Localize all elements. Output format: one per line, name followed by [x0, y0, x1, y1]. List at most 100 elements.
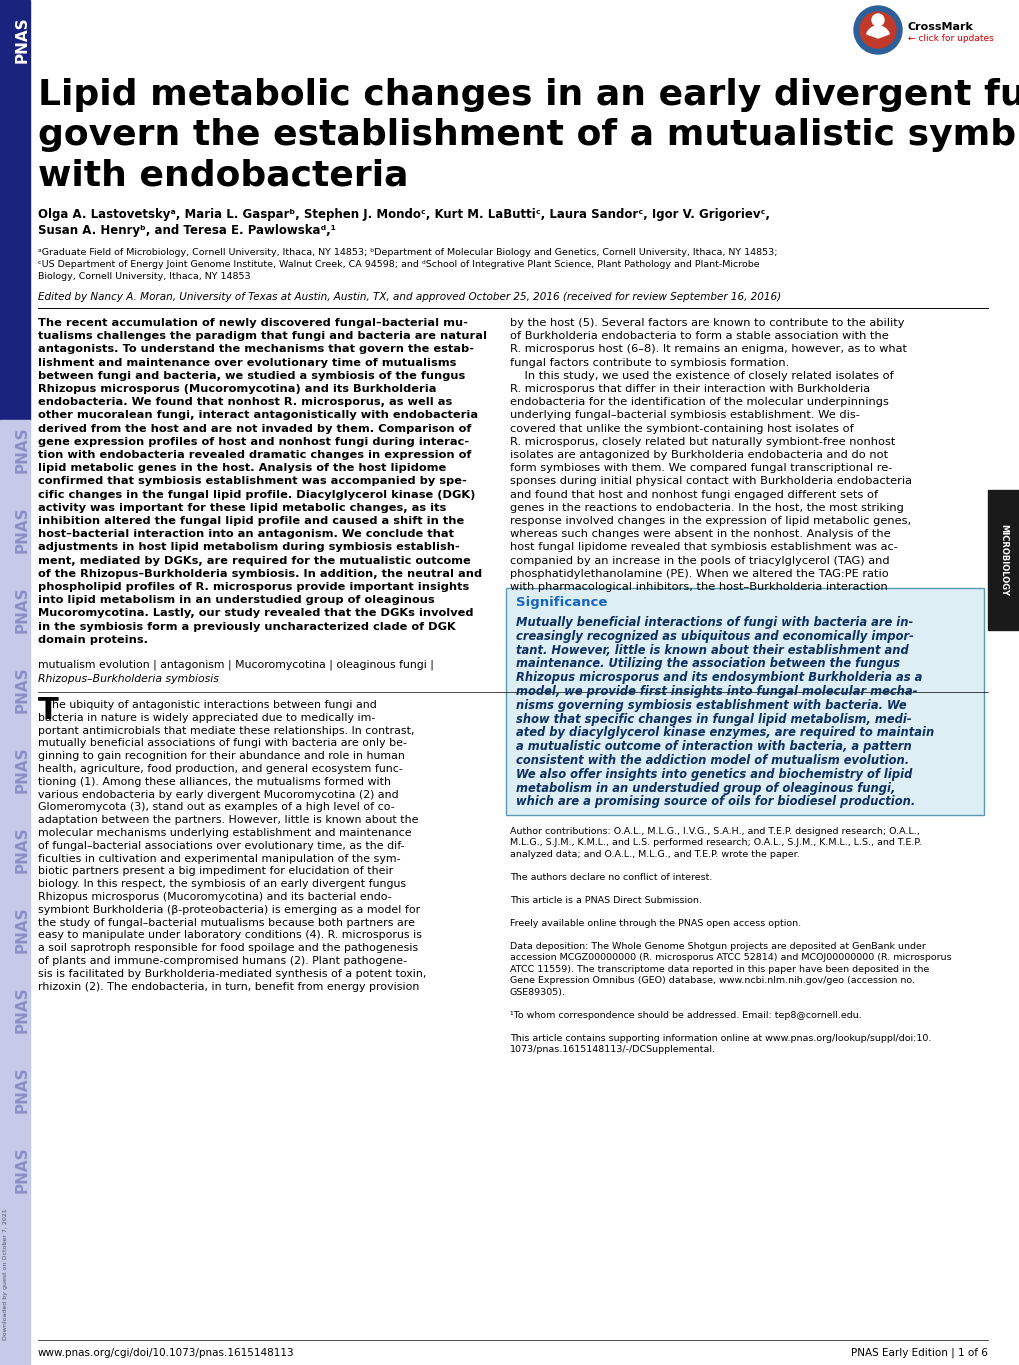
Text: ᵃGraduate Field of Microbiology, Cornell University, Ithaca, NY 14853; ᵇDepartme: ᵃGraduate Field of Microbiology, Cornell…	[38, 248, 776, 257]
Text: www.pnas.org/cgi/doi/10.1073/pnas.1615148113: www.pnas.org/cgi/doi/10.1073/pnas.161514…	[38, 1349, 294, 1358]
Circle shape	[859, 12, 895, 48]
Text: PNAS: PNAS	[15, 217, 30, 263]
Bar	[0, 420, 30, 1365]
Text: Susan A. Henryᵇ, and Teresa E. Pawlowskaᵈ,¹: Susan A. Henryᵇ, and Teresa E. Pawlowska…	[38, 224, 335, 238]
Text: of fungal–bacterial associations over evolutionary time, as the dif-: of fungal–bacterial associations over ev…	[38, 841, 405, 850]
Text: with endobacteria: with endobacteria	[38, 158, 408, 192]
Text: confirmed that symbiosis establishment was accompanied by spe-: confirmed that symbiosis establishment w…	[38, 476, 467, 486]
Text: phosphatidylethanolamine (PE). When we altered the TAG:PE ratio: phosphatidylethanolamine (PE). When we a…	[510, 569, 888, 579]
Text: PNAS: PNAS	[15, 87, 30, 134]
Text: the study of fungal–bacterial mutualisms because both partners are: the study of fungal–bacterial mutualisms…	[38, 917, 415, 928]
Text: by the host (5). Several factors are known to contribute to the ability: by the host (5). Several factors are kno…	[510, 318, 904, 328]
Text: analyzed data; and O.A.L., M.L.G., and T.E.P. wrote the paper.: analyzed data; and O.A.L., M.L.G., and T…	[510, 850, 799, 859]
Text: response involved changes in the expression of lipid metabolic genes,: response involved changes in the express…	[510, 516, 910, 526]
Text: domain proteins.: domain proteins.	[38, 635, 148, 644]
Text: The authors declare no conflict of interest.: The authors declare no conflict of inter…	[510, 872, 711, 882]
Text: other mucoralean fungi, interact antagonistically with endobacteria: other mucoralean fungi, interact antagon…	[38, 411, 478, 420]
Text: ment, mediated by DGKs, are required for the mutualistic outcome: ment, mediated by DGKs, are required for…	[38, 556, 471, 565]
Text: fungal factors contribute to symbiosis formation.: fungal factors contribute to symbiosis f…	[510, 358, 789, 367]
Text: sponses during initial physical contact with Burkholderia endobacteria: sponses during initial physical contact …	[510, 476, 911, 486]
Text: tioning (1). Among these alliances, the mutualisms formed with: tioning (1). Among these alliances, the …	[38, 777, 390, 786]
Text: Author contributions: O.A.L., M.L.G., I.V.G., S.A.H., and T.E.P. designed resear: Author contributions: O.A.L., M.L.G., I.…	[510, 827, 919, 835]
Text: creasingly recognized as ubiquitous and economically impor-: creasingly recognized as ubiquitous and …	[516, 629, 913, 643]
Text: health, agriculture, food production, and general ecosystem func-: health, agriculture, food production, an…	[38, 764, 403, 774]
Text: Downloaded by guest on October 7, 2021: Downloaded by guest on October 7, 2021	[3, 1208, 8, 1340]
Text: In this study, we used the existence of closely related isolates of: In this study, we used the existence of …	[510, 371, 893, 381]
Text: PNAS: PNAS	[15, 1147, 30, 1193]
Text: ¹To whom correspondence should be addressed. Email: tep8@cornell.edu.: ¹To whom correspondence should be addres…	[510, 1011, 861, 1020]
Text: The recent accumulation of newly discovered fungal–bacterial mu-: The recent accumulation of newly discove…	[38, 318, 468, 328]
Text: PNAS: PNAS	[15, 347, 30, 393]
Text: which are a promising source of oils for biodiesel production.: which are a promising source of oils for…	[516, 796, 914, 808]
Text: This article contains supporting information online at www.pnas.org/lookup/suppl: This article contains supporting informa…	[510, 1033, 930, 1043]
Text: PNAS: PNAS	[15, 152, 30, 198]
Text: companied by an increase in the pools of triacylglycerol (TAG) and: companied by an increase in the pools of…	[510, 556, 889, 565]
Text: Lipid metabolic changes in an early divergent fungus: Lipid metabolic changes in an early dive…	[38, 78, 1019, 112]
Text: Glomeromycota (3), stand out as examples of a high level of co-: Glomeromycota (3), stand out as examples…	[38, 803, 394, 812]
Circle shape	[871, 14, 883, 26]
Text: ficulties in cultivation and experimental manipulation of the sym-: ficulties in cultivation and experimenta…	[38, 853, 400, 864]
FancyBboxPatch shape	[505, 588, 983, 815]
Text: ᶜUS Department of Energy Joint Genome Institute, Walnut Creek, CA 94598; and ᵈSc: ᶜUS Department of Energy Joint Genome In…	[38, 259, 759, 269]
Text: easy to manipulate under laboratory conditions (4). R. microsporus is: easy to manipulate under laboratory cond…	[38, 931, 422, 940]
Text: tualisms challenges the paradigm that fungi and bacteria are natural: tualisms challenges the paradigm that fu…	[38, 332, 486, 341]
Text: activity was important for these lipid metabolic changes, as its: activity was important for these lipid m…	[38, 502, 446, 513]
Text: of Burkholderia endobacteria to form a stable association with the: of Burkholderia endobacteria to form a s…	[510, 332, 888, 341]
Text: ginning to gain recognition for their abundance and role in human: ginning to gain recognition for their ab…	[38, 751, 405, 762]
Text: PNAS: PNAS	[15, 506, 30, 553]
Text: symbiont Burkholderia (β-proteobacteria) is emerging as a model for: symbiont Burkholderia (β-proteobacteria)…	[38, 905, 420, 915]
Text: between fungi and bacteria, we studied a symbiosis of the fungus: between fungi and bacteria, we studied a…	[38, 371, 465, 381]
Text: MICROBIOLOGY: MICROBIOLOGY	[999, 524, 1008, 597]
Text: ated by diacylglycerol kinase enzymes, are required to maintain: ated by diacylglycerol kinase enzymes, a…	[516, 726, 933, 740]
Text: 1073/pnas.1615148113/-/DCSupplemental.: 1073/pnas.1615148113/-/DCSupplemental.	[510, 1046, 715, 1054]
Text: a mutualistic outcome of interaction with bacteria, a pattern: a mutualistic outcome of interaction wit…	[516, 740, 911, 753]
Text: underlying fungal–bacterial symbiosis establishment. We dis-: underlying fungal–bacterial symbiosis es…	[510, 411, 859, 420]
Text: a soil saprotroph responsible for food spoilage and the pathogenesis: a soil saprotroph responsible for food s…	[38, 943, 418, 953]
Bar	[0, 0, 30, 420]
Text: adaptation between the partners. However, little is known about the: adaptation between the partners. However…	[38, 815, 418, 826]
Text: PNAS: PNAS	[15, 906, 30, 953]
Text: phospholipid profiles of R. microsporus provide important insights: phospholipid profiles of R. microsporus …	[38, 581, 469, 592]
Text: ← click for updates: ← click for updates	[907, 34, 993, 44]
Text: Freely available online through the PNAS open access option.: Freely available online through the PNAS…	[510, 919, 800, 928]
Text: bacteria in nature is widely appreciated due to medically im-: bacteria in nature is widely appreciated…	[38, 713, 375, 723]
Text: mutualism evolution | antagonism | Mucoromycotina | oleaginous fungi |: mutualism evolution | antagonism | Mucor…	[38, 661, 433, 670]
Text: tion with endobacteria revealed dramatic changes in expression of: tion with endobacteria revealed dramatic…	[38, 450, 471, 460]
Text: PNAS: PNAS	[15, 827, 30, 874]
Text: R. microsporus, closely related but naturally symbiont-free nonhost: R. microsporus, closely related but natu…	[510, 437, 895, 446]
Text: molecular mechanisms underlying establishment and maintenance: molecular mechanisms underlying establis…	[38, 829, 412, 838]
Text: M.L.G., S.J.M., K.M.L., and L.S. performed research; O.A.L., S.J.M., K.M.L., L.S: M.L.G., S.J.M., K.M.L., and L.S. perform…	[510, 838, 921, 848]
Text: biology. In this respect, the symbiosis of an early divergent fungus: biology. In this respect, the symbiosis …	[38, 879, 406, 889]
Text: Rhizopus microsporus and its endosymbiont Burkholderia as a: Rhizopus microsporus and its endosymbion…	[516, 672, 921, 684]
Text: mutually beneficial associations of fungi with bacteria are only be-: mutually beneficial associations of fung…	[38, 738, 407, 748]
Text: PNAS: PNAS	[15, 1066, 30, 1114]
Text: form symbioses with them. We compared fungal transcriptional re-: form symbioses with them. We compared fu…	[510, 463, 892, 474]
Wedge shape	[866, 26, 889, 38]
Text: Mutually beneficial interactions of fungi with bacteria are in-: Mutually beneficial interactions of fung…	[516, 616, 912, 629]
Text: portant antimicrobials that mediate these relationships. In contrast,: portant antimicrobials that mediate thes…	[38, 726, 414, 736]
Text: nisms governing symbiosis establishment with bacteria. We: nisms governing symbiosis establishment …	[516, 699, 906, 711]
Text: We also offer insights into genetics and biochemistry of lipid: We also offer insights into genetics and…	[516, 767, 911, 781]
Text: of plants and immune-compromised humans (2). Plant pathogene-: of plants and immune-compromised humans …	[38, 955, 407, 966]
Text: covered that unlike the symbiont-containing host isolates of: covered that unlike the symbiont-contain…	[510, 423, 853, 434]
Text: into lipid metabolism in an understudied group of oleaginous: into lipid metabolism in an understudied…	[38, 595, 434, 605]
Text: Mucoromycotina. Lastly, our study revealed that the DGKs involved: Mucoromycotina. Lastly, our study reveal…	[38, 609, 473, 618]
Text: and found that host and nonhost fungi engaged different sets of: and found that host and nonhost fungi en…	[510, 490, 877, 500]
Text: host fungal lipidome revealed that symbiosis establishment was ac-: host fungal lipidome revealed that symbi…	[510, 542, 897, 553]
Text: cific changes in the fungal lipid profile. Diacylglycerol kinase (DGK): cific changes in the fungal lipid profil…	[38, 490, 475, 500]
Text: gene expression profiles of host and nonhost fungi during interac-: gene expression profiles of host and non…	[38, 437, 469, 446]
Text: sis is facilitated by Burkholderia-mediated synthesis of a potent toxin,: sis is facilitated by Burkholderia-media…	[38, 969, 426, 979]
Text: PNAS: PNAS	[15, 987, 30, 1033]
Text: PNAS: PNAS	[15, 427, 30, 474]
Text: PNAS: PNAS	[15, 747, 30, 793]
Text: in the symbiosis form a previously uncharacterized clade of DGK: in the symbiosis form a previously uncha…	[38, 621, 455, 632]
Text: Biology, Cornell University, Ithaca, NY 14853: Biology, Cornell University, Ithaca, NY …	[38, 272, 251, 281]
Text: PNAS: PNAS	[15, 16, 30, 63]
Text: maintenance. Utilizing the association between the fungus: maintenance. Utilizing the association b…	[516, 658, 899, 670]
Text: Edited by Nancy A. Moran, University of Texas at Austin, Austin, TX, and approve: Edited by Nancy A. Moran, University of …	[38, 292, 781, 302]
Text: antagonists. To understand the mechanisms that govern the estab-: antagonists. To understand the mechanism…	[38, 344, 474, 355]
Text: various endobacteria by early divergent Mucoromycotina (2) and: various endobacteria by early divergent …	[38, 789, 398, 800]
Text: genes in the reactions to endobacteria. In the host, the most striking: genes in the reactions to endobacteria. …	[510, 502, 903, 513]
Text: Olga A. Lastovetskyᵃ, Maria L. Gasparᵇ, Stephen J. Mondoᶜ, Kurt M. LaButtiᶜ, Lau: Olga A. Lastovetskyᵃ, Maria L. Gasparᵇ, …	[38, 207, 769, 221]
Text: inhibition altered the fungal lipid profile and caused a shift in the: inhibition altered the fungal lipid prof…	[38, 516, 464, 526]
